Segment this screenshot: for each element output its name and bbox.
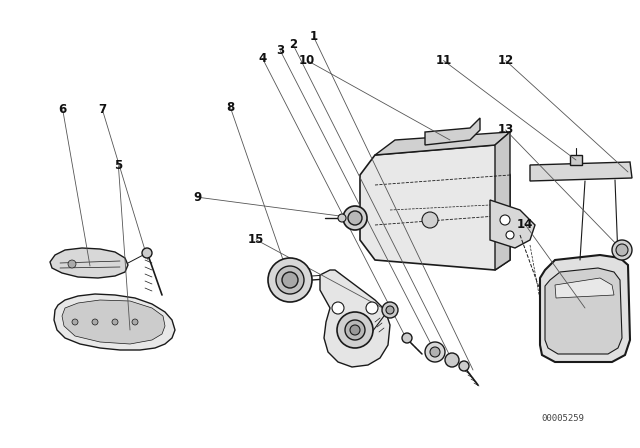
Circle shape xyxy=(132,319,138,325)
Circle shape xyxy=(382,302,398,318)
Text: 6: 6 xyxy=(59,103,67,116)
Text: 3: 3 xyxy=(276,44,284,57)
Text: 4: 4 xyxy=(259,52,266,65)
Circle shape xyxy=(500,215,510,225)
Text: 1: 1 xyxy=(310,30,317,43)
Text: 15: 15 xyxy=(248,233,264,246)
Polygon shape xyxy=(375,132,510,155)
Polygon shape xyxy=(360,145,510,270)
Circle shape xyxy=(92,319,98,325)
Polygon shape xyxy=(490,200,535,248)
Circle shape xyxy=(366,302,378,314)
Text: 7: 7 xyxy=(99,103,106,116)
Circle shape xyxy=(343,206,367,230)
Circle shape xyxy=(425,342,445,362)
Circle shape xyxy=(612,240,632,260)
Circle shape xyxy=(430,347,440,357)
Polygon shape xyxy=(570,155,582,165)
Circle shape xyxy=(332,302,344,314)
Polygon shape xyxy=(50,248,128,278)
Circle shape xyxy=(282,272,298,288)
Text: 11: 11 xyxy=(435,54,452,67)
Text: 9: 9 xyxy=(193,190,201,204)
Circle shape xyxy=(337,312,373,348)
Circle shape xyxy=(338,214,346,222)
Circle shape xyxy=(268,258,312,302)
Circle shape xyxy=(445,353,459,367)
Polygon shape xyxy=(54,294,175,350)
Circle shape xyxy=(616,244,628,256)
Circle shape xyxy=(506,231,514,239)
Text: 12: 12 xyxy=(497,54,514,67)
Polygon shape xyxy=(62,300,165,344)
Polygon shape xyxy=(540,255,630,362)
Polygon shape xyxy=(425,118,480,145)
Text: 2: 2 xyxy=(289,38,297,52)
Circle shape xyxy=(142,248,152,258)
Polygon shape xyxy=(555,278,614,298)
Circle shape xyxy=(72,319,78,325)
Text: 14: 14 xyxy=(516,217,533,231)
Circle shape xyxy=(345,320,365,340)
Circle shape xyxy=(348,211,362,225)
Circle shape xyxy=(112,319,118,325)
Polygon shape xyxy=(495,132,510,270)
Circle shape xyxy=(422,212,438,228)
Circle shape xyxy=(68,260,76,268)
Polygon shape xyxy=(545,268,622,354)
Text: 5: 5 xyxy=(115,159,122,172)
Text: 8: 8 xyxy=(227,101,234,114)
Circle shape xyxy=(459,361,469,371)
Circle shape xyxy=(276,266,304,294)
Polygon shape xyxy=(320,270,390,367)
Circle shape xyxy=(386,306,394,314)
Text: 13: 13 xyxy=(497,123,514,137)
Circle shape xyxy=(402,333,412,343)
Polygon shape xyxy=(530,162,632,181)
Text: 10: 10 xyxy=(299,54,316,67)
Circle shape xyxy=(350,325,360,335)
Text: 00005259: 00005259 xyxy=(541,414,585,423)
